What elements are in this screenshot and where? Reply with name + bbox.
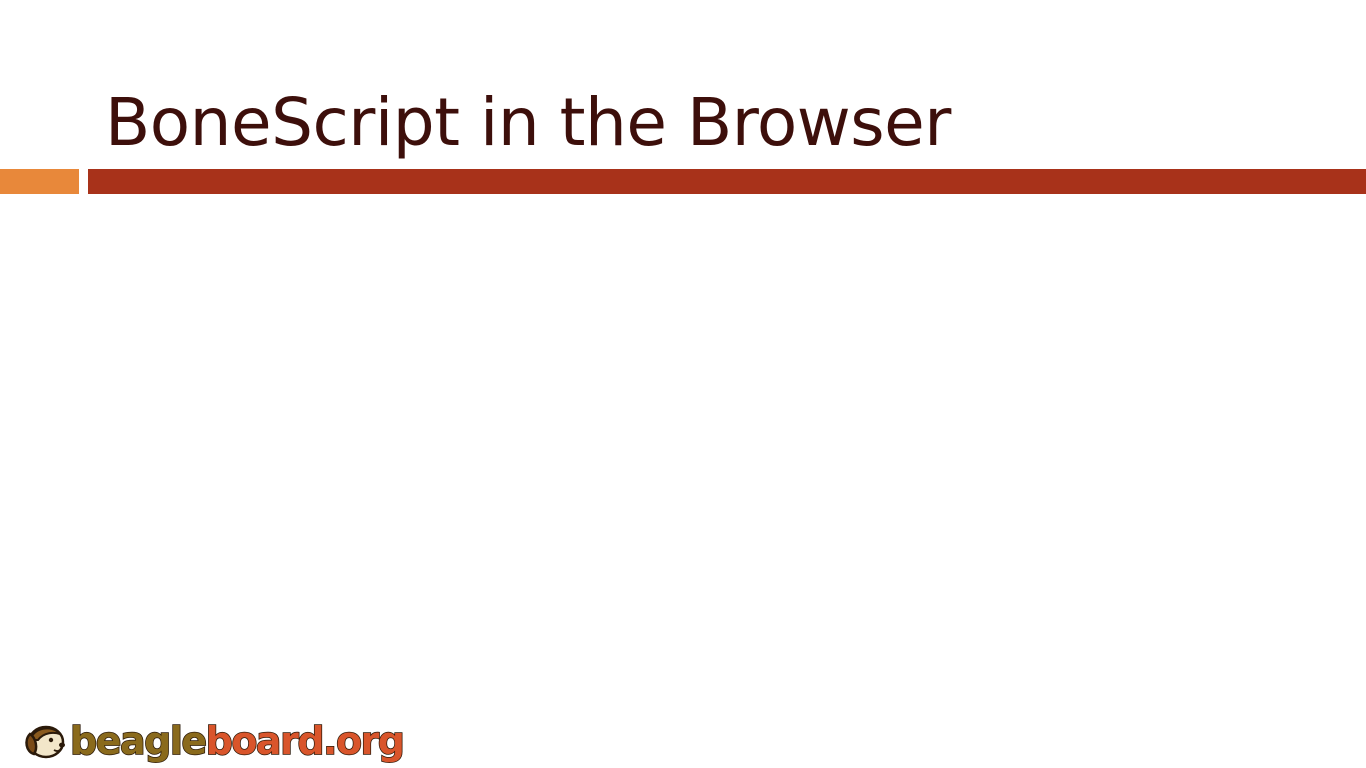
logo-text-board-org: board.org (205, 718, 406, 764)
title-accent-bar-left (0, 169, 79, 194)
slide-title: BoneScript in the Browser (105, 84, 951, 161)
beagleboard-logo: beagleboard.org (22, 716, 406, 766)
title-accent-bar-right (88, 169, 1366, 194)
logo-text-beagle: beagle (69, 718, 208, 764)
logo-text: beagleboard.org (69, 718, 406, 764)
beagle-dog-icon (25, 725, 65, 759)
